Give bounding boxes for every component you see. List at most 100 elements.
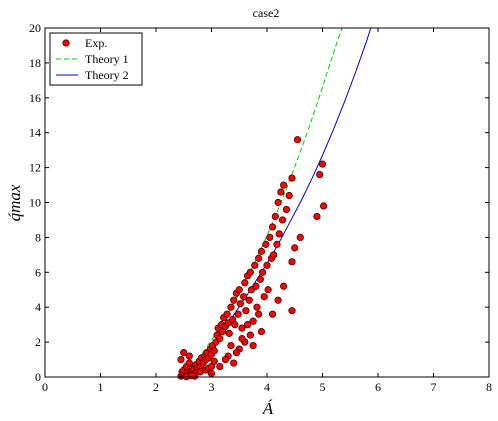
exp-data-point xyxy=(245,296,253,304)
exp-data-point xyxy=(257,328,266,336)
legend-marker-exp xyxy=(62,39,70,47)
exp-data-point xyxy=(256,275,264,283)
x-tick-label: 6 xyxy=(375,380,381,394)
exp-data-point xyxy=(216,362,224,371)
y-tick-label: 20 xyxy=(29,21,41,35)
exp-data-point xyxy=(280,282,288,290)
exp-data-point xyxy=(282,205,291,214)
y-tick-label: 10 xyxy=(29,196,41,210)
exp-data-point xyxy=(243,321,252,329)
exp-data-point xyxy=(210,357,218,365)
exp-data-point xyxy=(266,233,274,241)
exp-data-point xyxy=(273,240,281,248)
exp-data-point xyxy=(225,329,233,337)
exp-data-point xyxy=(177,355,185,364)
exp-data-point xyxy=(242,307,250,315)
exp-data-point xyxy=(278,216,287,224)
x-tick-label: 3 xyxy=(209,380,215,394)
legend: Exp. Theory 1 Theory 2 xyxy=(49,32,143,86)
exp-data-point xyxy=(291,244,299,252)
exp-data-point xyxy=(293,136,302,144)
exp-data-point xyxy=(288,307,296,315)
exp-data-point xyxy=(235,286,243,294)
y-tick-label: 0 xyxy=(35,370,41,384)
exp-data-point xyxy=(223,310,231,318)
exp-data-point xyxy=(216,335,224,343)
y-tick-label: 14 xyxy=(29,126,41,140)
exp-data-point xyxy=(246,268,254,276)
exp-data-point xyxy=(288,174,296,182)
exp-data-point xyxy=(236,300,244,308)
x-tick-label: 0 xyxy=(42,380,48,394)
exp-data-point xyxy=(274,198,282,207)
x-tick-label: 1 xyxy=(98,380,104,394)
y-tick-label: 12 xyxy=(29,161,41,175)
exp-data-point xyxy=(232,348,241,357)
exp-data-point xyxy=(320,202,328,210)
exp-data-point xyxy=(185,352,193,360)
y-tick-label: 18 xyxy=(29,56,41,70)
y-tick-label: 16 xyxy=(29,91,41,105)
exp-data-point xyxy=(268,310,277,318)
exp-data-point xyxy=(246,331,254,339)
exp-data-point xyxy=(262,240,270,248)
legend-label: Exp. xyxy=(85,36,107,50)
exp-data-point xyxy=(240,293,248,301)
exp-data-point xyxy=(263,261,271,269)
exp-data-point xyxy=(252,282,260,290)
legend-label: Theory 1 xyxy=(85,52,129,66)
exp-data-point xyxy=(264,286,272,294)
y-axis-label: q́max xyxy=(5,184,24,221)
exp-data-point xyxy=(234,310,242,318)
exp-data-point xyxy=(258,268,267,276)
series-line-1 xyxy=(180,28,343,377)
legend-label: Theory 2 xyxy=(85,68,129,82)
y-tick-label: 2 xyxy=(35,335,41,349)
exp-data-point xyxy=(249,341,257,350)
chart-title: case2 xyxy=(253,6,280,20)
exp-data-point xyxy=(251,261,259,269)
exp-data-point xyxy=(271,212,279,221)
exp-data-point xyxy=(227,341,235,350)
exp-data-point xyxy=(238,335,246,343)
exp-data-point xyxy=(270,251,278,259)
exp-data-point xyxy=(230,296,238,304)
exp-data-point xyxy=(185,359,193,367)
exp-data-point xyxy=(313,212,321,221)
exp-data-point xyxy=(249,317,257,325)
y-tick-label: 6 xyxy=(35,265,41,279)
exp-data-point xyxy=(231,321,239,329)
exp-data-point xyxy=(253,303,261,311)
exp-data-point xyxy=(318,160,327,168)
exp-data-point xyxy=(255,310,263,318)
exp-data-point xyxy=(230,359,238,367)
exp-data-point xyxy=(316,170,324,179)
y-tick-label: 4 xyxy=(35,300,41,314)
exp-data-point xyxy=(238,324,246,332)
exp-data-point xyxy=(188,372,196,380)
exp-data-point xyxy=(257,247,266,255)
exp-data-point xyxy=(180,348,188,357)
x-tick-label: 7 xyxy=(431,380,437,394)
exp-data-point xyxy=(268,223,277,231)
y-tick-label: 8 xyxy=(35,230,41,244)
exp-data-point xyxy=(280,181,288,189)
x-tick-label: 5 xyxy=(320,380,326,394)
exp-data-point xyxy=(241,279,249,287)
x-tick-label: 8 xyxy=(486,380,492,394)
exp-data-point xyxy=(210,347,218,355)
x-tick-label: 4 xyxy=(264,380,270,394)
exp-data-point xyxy=(221,355,229,364)
plot-area xyxy=(177,28,372,381)
x-axis-label: Á xyxy=(262,399,274,418)
exp-data-point xyxy=(288,258,296,266)
exp-data-point xyxy=(227,303,235,311)
exp-data-point xyxy=(275,230,283,238)
exp-data-point xyxy=(285,191,293,200)
exp-data-point xyxy=(260,293,268,301)
exp-data-point xyxy=(277,188,285,196)
x-tick-label: 2 xyxy=(153,380,159,394)
exp-data-point xyxy=(255,254,263,262)
